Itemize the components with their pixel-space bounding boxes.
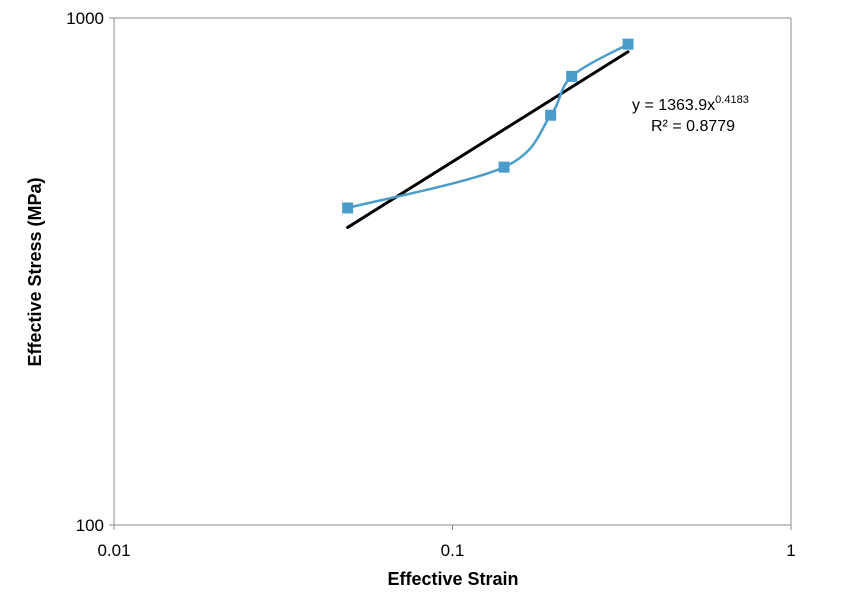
trendline-equation: y = 1363.9x0.4183 <box>632 94 749 114</box>
data-point-marker <box>545 109 557 121</box>
y-axis-title: Effective Stress (MPa) <box>25 177 45 366</box>
series-line <box>347 43 629 210</box>
x-tick-label: 1 <box>786 541 795 560</box>
equation-base: y = 1363.9x <box>632 97 715 114</box>
series-layer <box>342 38 634 214</box>
data-point-marker <box>622 38 634 50</box>
x-tick-label: 0.01 <box>97 541 130 560</box>
trendline-layer <box>346 50 630 229</box>
axis-ticks <box>109 17 792 530</box>
r-squared-label: R² = 0.8779 <box>651 118 735 135</box>
equation-exponent: 0.4183 <box>715 94 749 106</box>
data-point-marker <box>498 161 510 173</box>
data-point-marker <box>566 70 578 82</box>
y-tick-label: 100 <box>76 516 104 535</box>
y-tick-label: 1000 <box>66 9 104 28</box>
x-axis-title: Effective Strain <box>387 569 518 589</box>
axis-tick-labels: 0.01 0.1 1 100 1000 <box>66 9 796 560</box>
x-tick-label: 0.1 <box>441 541 465 560</box>
power-trendline <box>346 50 630 229</box>
data-point-marker <box>342 202 354 214</box>
